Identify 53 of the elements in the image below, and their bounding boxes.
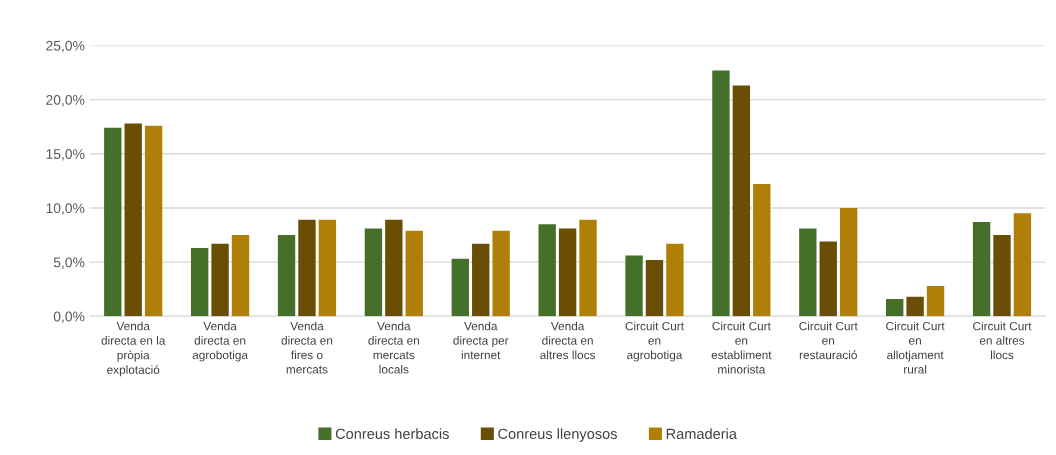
bar	[625, 255, 643, 317]
bar	[492, 230, 510, 317]
bar	[666, 243, 684, 317]
bar	[886, 298, 904, 317]
bar	[190, 248, 209, 317]
bar	[104, 127, 122, 317]
legend-label: Conreus llenyosos	[498, 428, 617, 442]
x-tick-label: Venda directa en fires o mercats	[281, 321, 333, 374]
bar	[799, 228, 817, 317]
bar	[385, 219, 403, 317]
bar	[538, 224, 556, 317]
x-tick-label: Venda directa en la pròpia explotació	[101, 321, 166, 377]
legend-label: Conreus herbacis	[335, 428, 449, 439]
x-tick-label: Circuit Curt en agrobotiga	[625, 321, 684, 362]
bar	[993, 235, 1011, 317]
bar	[364, 228, 383, 317]
bar	[579, 219, 597, 317]
bar	[926, 285, 945, 317]
x-tick-label: Venda directa en altres llocs	[540, 321, 596, 360]
bar	[298, 219, 316, 317]
bar	[732, 85, 751, 317]
bar	[1013, 213, 1032, 317]
bar	[906, 296, 924, 317]
y-tick-label: 0,0%	[53, 311, 85, 324]
bar	[819, 241, 837, 317]
x-tick-label: Circuit Curt en allotjament rural	[886, 321, 945, 374]
legend-label: Ramaderia	[666, 428, 737, 439]
y-tick-label: 5,0%	[53, 257, 85, 269]
bar	[839, 207, 858, 317]
x-tick-label: Circuit Curt en restauració	[799, 321, 858, 360]
bar	[451, 258, 469, 317]
x-tick-label: Venda directa en mercats locals	[368, 321, 419, 374]
bar	[231, 235, 250, 317]
bar	[211, 243, 229, 317]
y-tick-label: 20,0%	[46, 94, 85, 107]
bar	[405, 230, 423, 317]
x-tick-label: Venda directa en agrobotiga	[192, 321, 248, 362]
y-tick-label: 25,0%	[46, 40, 85, 53]
bar	[558, 228, 577, 317]
bar	[712, 70, 730, 317]
bar	[144, 125, 163, 317]
x-tick-label: Circuit Curt en altres llocs	[973, 321, 1032, 360]
bar	[645, 259, 664, 317]
bar	[753, 184, 771, 317]
y-tick-label: 15,0%	[46, 149, 85, 161]
bar	[472, 243, 490, 317]
bar	[124, 123, 142, 317]
bar	[318, 219, 337, 317]
bar	[972, 222, 991, 317]
bar	[277, 235, 296, 317]
x-tick-label: Circuit Curt en establiment minorista	[711, 321, 772, 374]
y-tick-label: 10,0%	[46, 203, 85, 215]
x-tick-label: Venda directa per internet	[453, 321, 509, 360]
